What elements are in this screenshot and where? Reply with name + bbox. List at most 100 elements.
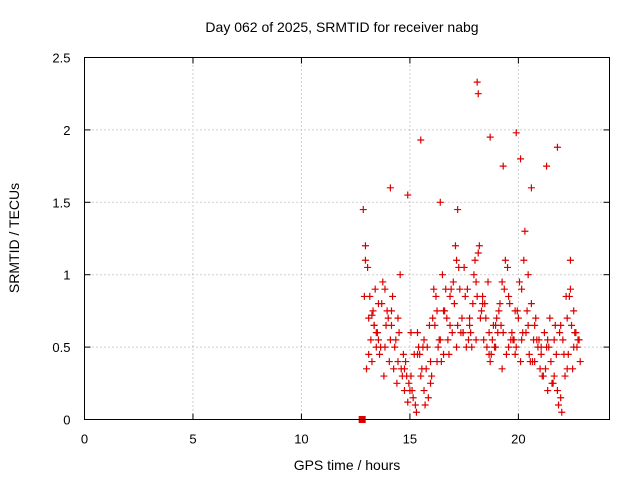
data-point <box>381 285 389 293</box>
data-point <box>550 372 558 380</box>
data-point <box>472 336 480 344</box>
data-point <box>446 321 454 329</box>
data-point <box>417 136 425 144</box>
data-point <box>361 242 369 250</box>
data-point <box>474 249 482 257</box>
data-point <box>381 343 389 351</box>
data-point <box>427 379 435 387</box>
data-point <box>450 300 458 308</box>
data-point <box>553 387 561 395</box>
data-point <box>394 314 402 322</box>
data-point <box>393 379 401 387</box>
data-point <box>558 408 566 416</box>
data-point <box>359 206 367 214</box>
x-tick-label: 0 <box>81 432 88 447</box>
data-point <box>531 358 539 366</box>
data-point <box>394 358 402 366</box>
data-point <box>557 394 565 402</box>
data-point <box>532 314 540 322</box>
data-point <box>448 329 456 337</box>
data-point <box>499 162 507 170</box>
data-point <box>406 387 414 395</box>
data-point <box>570 307 578 315</box>
data-point <box>468 343 476 351</box>
data-point <box>469 300 477 308</box>
data-point <box>458 314 466 322</box>
data-point <box>537 343 545 351</box>
data-point <box>540 329 548 337</box>
data-point <box>432 292 440 300</box>
data-point <box>424 394 432 402</box>
data-point <box>427 358 435 366</box>
data-point <box>428 372 436 380</box>
data-point <box>404 191 412 199</box>
data-point <box>479 300 487 308</box>
x-tick-label: 5 <box>189 432 196 447</box>
data-point <box>400 365 408 373</box>
data-point <box>506 300 514 308</box>
data-point <box>475 242 483 250</box>
x-tick-label: 10 <box>294 432 308 447</box>
data-point <box>523 307 531 315</box>
data-point <box>537 350 545 358</box>
data-point <box>512 129 520 137</box>
data-point <box>454 206 462 214</box>
data-point <box>498 278 506 286</box>
data-point <box>454 321 462 329</box>
data-point <box>480 336 488 344</box>
data-point <box>391 343 399 351</box>
data-point <box>570 343 578 351</box>
data-point <box>409 394 417 402</box>
y-tick-label: 2.5 <box>52 51 70 66</box>
data-point <box>422 365 430 373</box>
data-point <box>390 365 398 373</box>
data-point <box>440 307 448 315</box>
y-tick-label: 2 <box>63 123 70 138</box>
data-point <box>463 285 471 293</box>
data-point <box>576 358 584 366</box>
data-point <box>386 184 394 192</box>
data-point <box>501 256 509 264</box>
data-point <box>559 336 567 344</box>
data-point <box>564 350 572 358</box>
data-point <box>385 358 393 366</box>
data-point <box>493 314 501 322</box>
data-point <box>466 321 474 329</box>
data-point <box>568 321 576 329</box>
data-point <box>429 314 437 322</box>
data-point <box>360 292 368 300</box>
data-point <box>403 372 411 380</box>
y-tick-label: 1.5 <box>52 195 70 210</box>
data-point <box>485 329 493 337</box>
data-point <box>563 365 571 373</box>
data-point <box>451 242 459 250</box>
data-point <box>365 350 373 358</box>
data-point <box>517 358 525 366</box>
data-point <box>370 321 378 329</box>
data-point <box>518 285 526 293</box>
data-point <box>470 271 478 279</box>
data-point <box>445 350 453 358</box>
data-point <box>524 271 532 279</box>
data-point <box>527 184 535 192</box>
data-point <box>444 336 452 344</box>
data-point <box>544 336 552 344</box>
data-point <box>507 336 515 344</box>
data-point <box>436 198 444 206</box>
data-point <box>478 307 486 315</box>
data-point <box>386 336 394 344</box>
data-point <box>419 343 427 351</box>
data-point <box>521 227 529 235</box>
data-point <box>563 314 571 322</box>
data-point <box>557 321 565 329</box>
data-point <box>504 263 512 271</box>
data-point <box>511 350 519 358</box>
data-point <box>524 321 532 329</box>
data-point <box>446 292 454 300</box>
data-point <box>438 271 446 279</box>
y-tick-label: 0 <box>63 413 70 428</box>
data-point <box>404 398 412 406</box>
data-point <box>520 256 528 264</box>
data-point <box>369 307 377 315</box>
data-point <box>485 350 493 358</box>
